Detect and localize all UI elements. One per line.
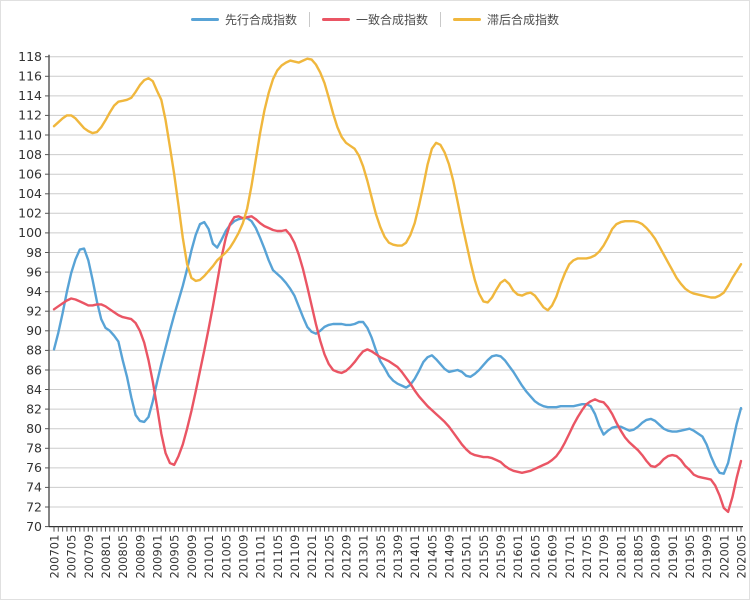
y-axis-tick-label: 92	[26, 304, 42, 319]
series-line-coincident-index	[52, 215, 743, 514]
x-axis-tick-label: 201109	[288, 535, 302, 579]
x-axis-tick-label: 201105	[271, 535, 285, 579]
x-axis-tick-label: 201401	[408, 535, 422, 579]
y-axis-tick-label: 104	[18, 186, 42, 201]
x-axis-tick-label: 200801	[99, 535, 113, 579]
y-axis-tick-label: 76	[26, 460, 42, 475]
x-axis-ticks: 200701 200705 200709 200801 200805 200809 2009…	[48, 526, 749, 579]
legend-item-lagging-index[interactable]: 滞后合成指数	[453, 11, 559, 28]
y-axis-tick-label: 106	[18, 167, 42, 182]
x-axis-tick-label: 201201	[305, 535, 319, 579]
x-axis-tick-label: 200905	[168, 535, 182, 579]
series-line-lagging-index	[52, 57, 743, 312]
y-axis-tick-label: 80	[26, 421, 42, 436]
x-axis-tick-label: 201705	[580, 535, 594, 579]
leading-index-line-swatch	[190, 18, 219, 21]
x-axis-tick-label: 201601	[511, 535, 525, 579]
y-axis-tick-label: 74	[26, 480, 42, 495]
lagging-index-line-swatch	[453, 18, 481, 21]
y-axis-tick-label: 108	[18, 147, 42, 162]
x-axis-tick-label: 201009	[236, 535, 250, 579]
x-axis-tick-label: 201905	[683, 535, 697, 579]
x-axis-tick-label: 200705	[65, 535, 79, 579]
legend-separator	[440, 12, 441, 27]
y-axis-tick-label: 94	[26, 284, 42, 299]
x-axis-tick-label: 200901	[151, 535, 165, 579]
axes	[48, 54, 743, 528]
x-axis-tick-label: 201505	[477, 535, 491, 579]
y-axis-tick-label: 98	[26, 245, 42, 260]
x-axis-tick-label: 200701	[48, 535, 62, 579]
x-axis-tick-label: 202005	[735, 535, 749, 579]
x-axis-tick-label: 201101	[254, 535, 268, 579]
y-axis-tick-label: 88	[26, 343, 42, 358]
y-axis-tick-label: 114	[18, 88, 42, 103]
y-axis-tick-label: 110	[18, 127, 42, 142]
x-axis-tick-label: 202001	[717, 535, 731, 579]
x-axis-tick-label: 200909	[185, 535, 199, 579]
legend-label-leading-index: 先行合成指数	[224, 13, 297, 27]
y-axis-tick-label: 96	[26, 264, 42, 279]
y-axis-tick-label: 118	[18, 49, 42, 64]
legend-separator	[308, 12, 310, 27]
y-axis-ticks: 70 72 74 76 78 80 82 84 86 88 90 92 94 96 98 100 102 104 1…	[18, 49, 49, 534]
series-line-leading-index	[52, 216, 743, 475]
x-axis-tick-label: 200809	[133, 535, 147, 579]
x-axis-tick-label: 201501	[460, 535, 474, 579]
y-axis-tick-label: 86	[26, 362, 42, 377]
y-axis-tick-label: 82	[26, 401, 42, 416]
x-axis-tick-label: 201709	[597, 535, 611, 579]
y-axis-tick-label: 112	[18, 108, 42, 123]
chart-legend: 先行合成指数 一致合成指数 滞后合成指数	[1, 11, 749, 28]
x-axis-tick-label: 201209	[340, 535, 354, 579]
x-axis-tick-label: 201405	[425, 535, 439, 579]
x-axis-tick-label: 201005	[219, 535, 233, 579]
x-axis-tick-label: 201909	[700, 535, 714, 579]
legend-label-coincident-index: 一致合成指数	[355, 13, 428, 27]
legend-label-lagging-index: 滞后合成指数	[487, 13, 560, 27]
y-axis-tick-label: 84	[26, 382, 42, 397]
y-axis-tick-label: 116	[18, 69, 42, 84]
x-axis-tick-label: 200709	[82, 535, 96, 579]
legend-item-coincident-index[interactable]: 一致合成指数	[321, 11, 428, 28]
y-axis-tick-label: 100	[18, 225, 42, 240]
x-axis-tick-label: 200805	[116, 535, 130, 579]
legend-item-leading-index[interactable]: 先行合成指数	[190, 11, 297, 28]
y-axis-tick-label: 78	[26, 441, 42, 456]
x-axis-tick-label: 201409	[443, 535, 457, 579]
x-axis-tick-label: 201801	[614, 535, 628, 579]
x-axis-tick-label: 201609	[546, 535, 560, 579]
x-axis-tick-label: 201305	[374, 535, 388, 579]
coincident-index-line-swatch	[321, 18, 350, 21]
x-axis-tick-label: 201509	[494, 535, 508, 579]
x-axis-tick-label: 201809	[649, 535, 663, 579]
y-axis-tick-label: 72	[26, 499, 42, 514]
x-axis-tick-label: 201309	[391, 535, 405, 579]
x-axis-tick-label: 201901	[666, 535, 680, 579]
y-axis-tick-label: 90	[26, 323, 42, 338]
x-axis-tick-label: 201701	[563, 535, 577, 579]
y-axis-tick-label: 70	[26, 519, 42, 534]
x-axis-tick-label: 201605	[528, 535, 542, 579]
gridlines	[49, 56, 743, 508]
x-axis-tick-label: 201805	[632, 535, 646, 579]
x-axis-tick-label: 201205	[322, 535, 336, 579]
y-axis-tick-label: 102	[18, 206, 42, 221]
x-axis-tick-label: 201001	[202, 535, 216, 579]
x-axis-tick-label: 201301	[357, 535, 371, 579]
